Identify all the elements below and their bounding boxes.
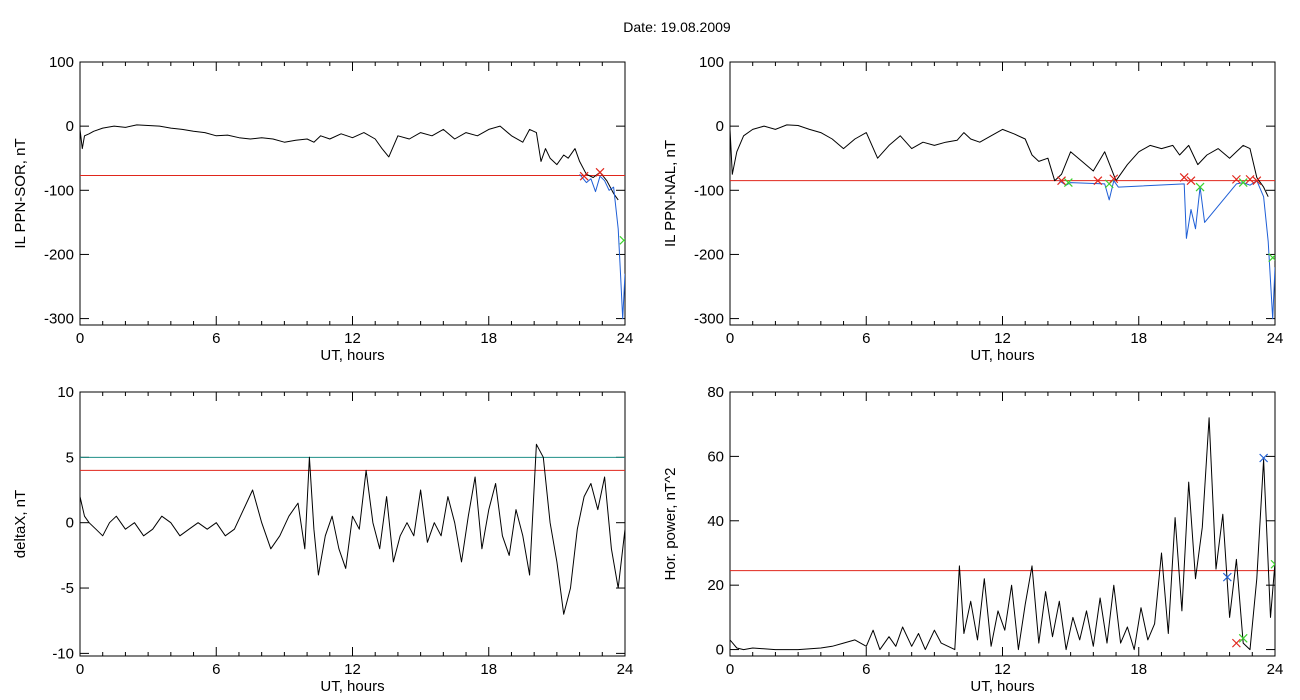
plot-frame bbox=[729, 391, 1276, 657]
x-tick-label: 24 bbox=[617, 330, 634, 347]
marker-green bbox=[1268, 253, 1275, 263]
x-tick-label: 18 bbox=[480, 330, 497, 347]
y-tick-label: 0 bbox=[66, 118, 74, 135]
y-tick-label: 40 bbox=[707, 513, 724, 530]
y-tick-label: 10 bbox=[57, 384, 74, 401]
y-tick-label: 5 bbox=[66, 449, 74, 466]
y-tick-label: -300 bbox=[694, 311, 724, 328]
chart-panel-deltax: 0 6 12 18 24 10 5 0 -5 -10 UT, hours deltaX, nT bbox=[12, 384, 633, 695]
plot-frame bbox=[79, 391, 626, 657]
marker-red bbox=[1231, 638, 1241, 648]
x-tick-label: 12 bbox=[994, 661, 1011, 678]
marker-green bbox=[1195, 182, 1205, 192]
y-tick-label: -5 bbox=[61, 580, 74, 597]
marker-red bbox=[1057, 176, 1066, 186]
marker-red bbox=[1231, 174, 1241, 184]
y-axis-title: Hor. power, nT^2 bbox=[662, 468, 679, 581]
marker-red bbox=[1179, 173, 1189, 182]
x-tick-label: 24 bbox=[1267, 330, 1284, 347]
page-title: Date: 19.08.2009 bbox=[623, 19, 731, 35]
x-tick-label: 12 bbox=[344, 330, 361, 347]
chart-panel-ppn-sor: 0 6 12 18 24 100 0 -100 -200 -300 UT, hours IL PPN-… bbox=[12, 54, 633, 364]
y-tick-label: 0 bbox=[716, 642, 724, 659]
x-tick-label: 0 bbox=[726, 661, 734, 678]
y-tick-label: -10 bbox=[52, 645, 74, 662]
y-axis-title: IL PPN-NAL, nT bbox=[662, 140, 679, 247]
marker-red bbox=[1093, 176, 1103, 186]
series-line-black bbox=[730, 124, 1269, 197]
x-axis-title: UT, hours bbox=[970, 347, 1034, 364]
series-line-blue bbox=[1059, 180, 1275, 320]
x-tick-label: 12 bbox=[344, 661, 361, 678]
x-tick-label: 12 bbox=[994, 330, 1011, 347]
plot-area bbox=[80, 124, 625, 320]
y-tick-label: -200 bbox=[44, 246, 74, 263]
marker-red bbox=[1245, 174, 1255, 184]
y-tick-label: -100 bbox=[44, 182, 74, 199]
y-axis-title: IL PPN-SOR, nT bbox=[12, 138, 29, 248]
y-tick-label: -300 bbox=[44, 311, 74, 328]
x-tick-label: 6 bbox=[862, 661, 870, 678]
x-tick-label: 0 bbox=[76, 330, 84, 347]
y-tick-label: 20 bbox=[707, 577, 724, 594]
y-tick-label: 0 bbox=[716, 118, 724, 135]
marker-green bbox=[1063, 178, 1073, 188]
x-tick-label: 6 bbox=[212, 661, 220, 678]
marker-green bbox=[619, 235, 625, 245]
chart-panel-hor-power: 0 6 12 18 24 80 60 40 20 0 UT, hours Hor. power, nT… bbox=[662, 384, 1283, 695]
y-tick-label: 80 bbox=[707, 384, 724, 401]
x-tick-label: 18 bbox=[1130, 661, 1147, 678]
x-tick-label: 0 bbox=[726, 330, 734, 347]
x-tick-label: 6 bbox=[212, 330, 220, 347]
marker-red bbox=[1186, 176, 1196, 186]
marker-red bbox=[595, 167, 605, 177]
y-tick-label: 0 bbox=[66, 515, 74, 532]
plot-frame bbox=[729, 61, 1276, 326]
marker-blue bbox=[1222, 572, 1232, 582]
marker-green bbox=[1270, 559, 1275, 569]
x-tick-label: 18 bbox=[1130, 330, 1147, 347]
x-tick-label: 24 bbox=[1267, 661, 1284, 678]
x-axis-title: UT, hours bbox=[970, 678, 1034, 695]
y-tick-label: 100 bbox=[699, 54, 724, 71]
marker-blue bbox=[1259, 453, 1269, 463]
x-tick-label: 18 bbox=[480, 661, 497, 678]
series-line-black bbox=[80, 124, 619, 201]
x-tick-label: 24 bbox=[617, 661, 634, 678]
series-line-blue bbox=[579, 173, 625, 320]
plot-area bbox=[730, 417, 1275, 651]
x-axis-title: UT, hours bbox=[320, 347, 384, 364]
plot-frame bbox=[79, 61, 626, 326]
marker-red bbox=[579, 171, 589, 181]
marker-green bbox=[1238, 633, 1248, 643]
y-tick-label: 100 bbox=[49, 54, 74, 71]
plot-area bbox=[80, 443, 625, 615]
series-line-black bbox=[80, 443, 625, 615]
marker-green bbox=[1238, 178, 1248, 188]
plot-area bbox=[730, 124, 1275, 320]
y-axis-title: deltaX, nT bbox=[12, 490, 29, 558]
y-tick-label: -100 bbox=[694, 182, 724, 199]
x-axis-title: UT, hours bbox=[320, 678, 384, 695]
x-tick-label: 6 bbox=[862, 330, 870, 347]
series-line-black bbox=[730, 417, 1275, 651]
y-tick-label: -200 bbox=[694, 246, 724, 263]
marker-red bbox=[1109, 174, 1119, 184]
y-tick-label: 60 bbox=[707, 448, 724, 465]
marker-red bbox=[1252, 176, 1262, 186]
chart-panel-ppn-nal: 0 6 12 18 24 100 0 -100 -200 -300 UT, hours IL PPN-… bbox=[662, 54, 1283, 364]
x-tick-label: 0 bbox=[76, 661, 84, 678]
